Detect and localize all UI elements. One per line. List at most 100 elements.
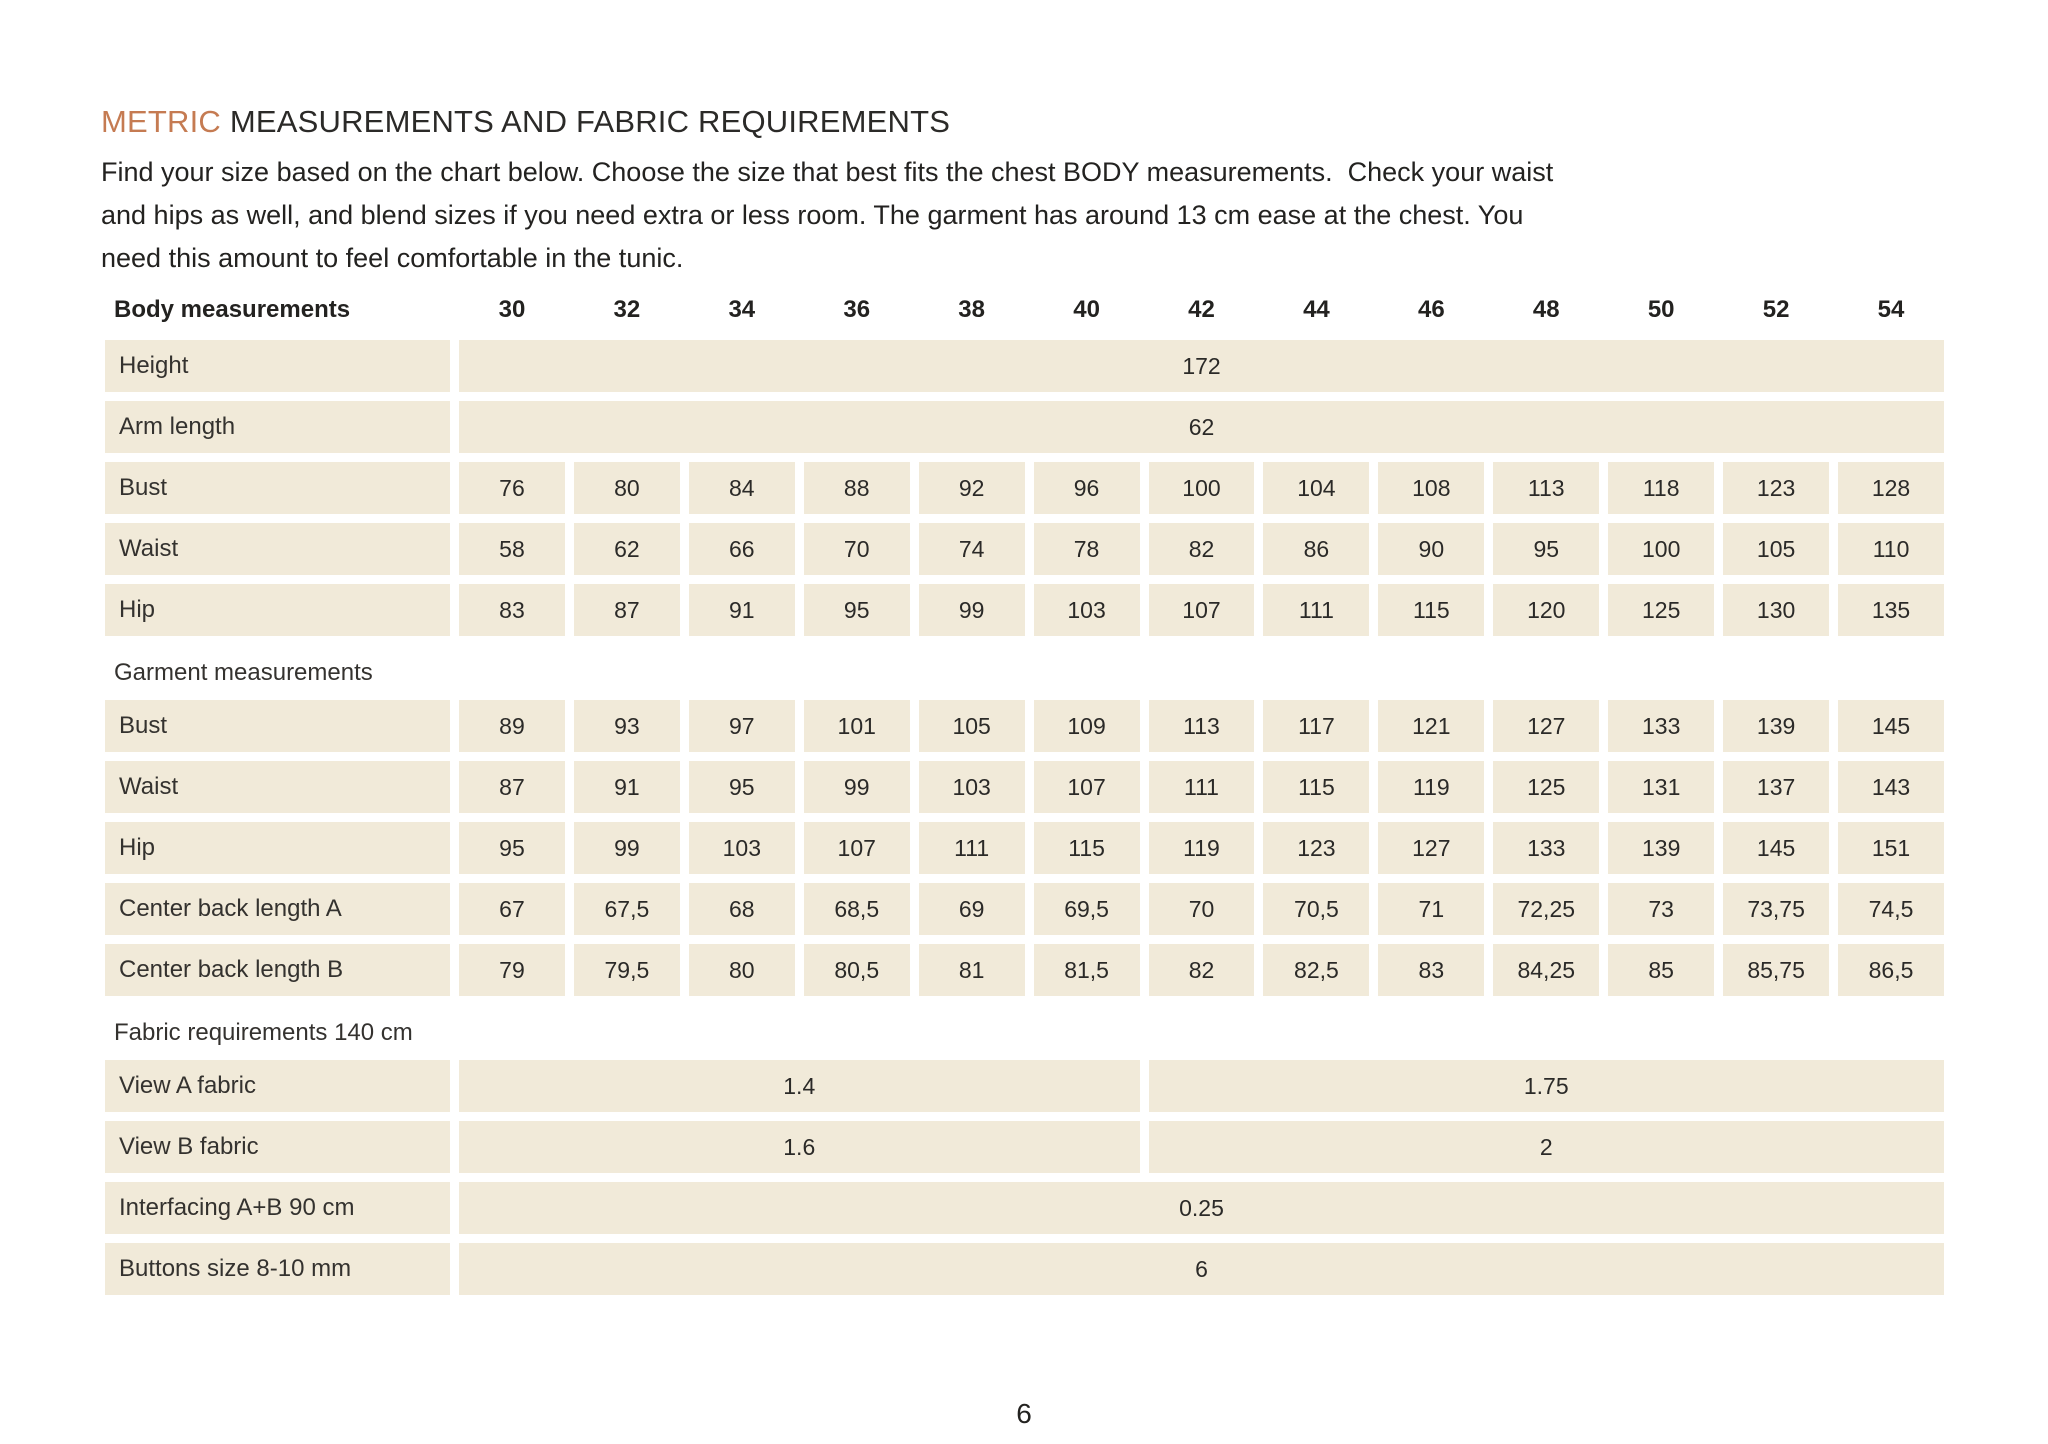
- value-cell-bust: 104: [1263, 462, 1370, 514]
- value-cell-hip: 107: [1148, 584, 1255, 636]
- value-cell-hip: 115: [1033, 822, 1140, 874]
- value-cell-hip: 111: [918, 822, 1025, 874]
- table-row-buttons-size-8-10-mm: Buttons size 8-10 mm 6: [105, 1243, 1944, 1295]
- table-row-bust: Bust 89 93 97 101 105 109 113 117 121 127 133 139 145: [105, 700, 1944, 752]
- intro-line-2: and hips as well, and blend sizes if you…: [101, 200, 1524, 230]
- table-row-view-a-fabric: View A fabric 1.4 1.75: [105, 1060, 1944, 1112]
- page-number: 6: [1016, 1398, 1032, 1429]
- value-cell-waist: 100: [1608, 523, 1715, 575]
- value-cell-center-back-length-a: 74,5: [1838, 883, 1944, 935]
- value-cell-center-back-length-a: 69,5: [1033, 883, 1140, 935]
- value-cell-hip: 87: [573, 584, 680, 636]
- table-row-center-back-length-a: Center back length A 67 67,5 68 68,5 69 69,5 70…: [105, 883, 1944, 935]
- value-cell-waist: 143: [1838, 761, 1944, 813]
- table-row-height: Height 172: [105, 340, 1944, 392]
- value-cell-center-back-length-a: 67,5: [573, 883, 680, 935]
- row-label-waist: Waist: [105, 761, 450, 813]
- size-column-header-36: 36: [843, 295, 871, 323]
- value-cell-waist: 105: [1723, 523, 1830, 575]
- merged-value-arm-length: 62: [459, 401, 1944, 453]
- value-cell-center-back-length-b: 85: [1608, 944, 1715, 996]
- page-title-rest: MEASUREMENTS AND FABRIC REQUIREMENTS: [229, 104, 951, 139]
- size-column-header-40: 40: [1073, 295, 1100, 323]
- value-cell-hip: 135: [1838, 584, 1944, 636]
- value-cell-bust: 108: [1378, 462, 1485, 514]
- value-cell-bust: 100: [1148, 462, 1255, 514]
- value-cell-waist: 87: [459, 761, 565, 813]
- value-cell-bust: 145: [1838, 700, 1944, 752]
- section-header-garment-measurements: Garment measurements: [114, 658, 373, 686]
- table-row-waist: Waist 58 62 66 70 74 78 82 86 90 95 100 105 110: [105, 523, 1944, 575]
- size-column-header-54: 54: [1877, 295, 1905, 323]
- value-cell-center-back-length-b: 84,25: [1493, 944, 1600, 996]
- row-label-bust: Bust: [105, 700, 450, 752]
- value-cell-waist: 58: [459, 523, 565, 575]
- row-label-interfacing-a-b-90-cm: Interfacing A+B 90 cm: [105, 1182, 450, 1234]
- value-cell-bust: 128: [1838, 462, 1944, 514]
- size-column-header-42: 42: [1188, 295, 1215, 323]
- value-cell-bust: 101: [803, 700, 910, 752]
- value-cell-bust: 93: [573, 700, 680, 752]
- value-cell-waist: 99: [803, 761, 910, 813]
- value-cell-center-back-length-b: 79: [459, 944, 565, 996]
- page-title: METRIC MEASUREMENTS AND FABRIC REQUIREME…: [101, 104, 950, 140]
- row-label-buttons-size-8-10-mm: Buttons size 8-10 mm: [105, 1243, 450, 1295]
- value-cell-bust: 96: [1033, 462, 1140, 514]
- value-cell-bust: 127: [1493, 700, 1600, 752]
- value-cell-bust: 113: [1493, 462, 1600, 514]
- value-cell-waist: 78: [1033, 523, 1140, 575]
- value-cell-waist: 107: [1033, 761, 1140, 813]
- value-cell-center-back-length-a: 68,5: [803, 883, 910, 935]
- value-cell-bust: 117: [1263, 700, 1370, 752]
- value-cell-center-back-length-b: 85,75: [1723, 944, 1830, 996]
- page-title-highlight: METRIC: [101, 104, 222, 139]
- value-cell-hip: 111: [1263, 584, 1370, 636]
- intro-paragraph: Find your size based on the chart below.…: [101, 151, 1553, 280]
- value-cell-bust: 89: [459, 700, 565, 752]
- value-cell-bust: 84: [688, 462, 795, 514]
- value-cell-center-back-length-a: 67: [459, 883, 565, 935]
- value-cell-center-back-length-a: 70: [1148, 883, 1255, 935]
- value-cell-bust: 92: [918, 462, 1025, 514]
- value-cell-center-back-length-b: 80: [688, 944, 795, 996]
- row-label-hip: Hip: [105, 822, 450, 874]
- merged-value-left-view-a-fabric: 1.4: [459, 1060, 1140, 1112]
- value-cell-waist: 131: [1608, 761, 1715, 813]
- value-cell-center-back-length-b: 82: [1148, 944, 1255, 996]
- value-cell-bust: 80: [573, 462, 680, 514]
- value-cell-waist: 82: [1148, 523, 1255, 575]
- value-cell-bust: 121: [1378, 700, 1485, 752]
- value-cell-hip: 123: [1263, 822, 1370, 874]
- value-cell-center-back-length-a: 72,25: [1493, 883, 1600, 935]
- value-cell-hip: 115: [1378, 584, 1485, 636]
- row-label-view-a-fabric: View A fabric: [105, 1060, 450, 1112]
- merged-value-left-view-b-fabric: 1.6: [459, 1121, 1140, 1173]
- row-label-arm-length: Arm length: [105, 401, 450, 453]
- value-cell-bust: 97: [688, 700, 795, 752]
- value-cell-center-back-length-a: 68: [688, 883, 795, 935]
- table-row-interfacing-a-b-90-cm: Interfacing A+B 90 cm 0.25: [105, 1182, 1944, 1234]
- merged-value-right-view-b-fabric: 2: [1148, 1121, 1944, 1173]
- row-label-height: Height: [105, 340, 450, 392]
- value-cell-center-back-length-b: 81,5: [1033, 944, 1140, 996]
- value-cell-waist: 62: [573, 523, 680, 575]
- value-cell-hip: 83: [459, 584, 565, 636]
- row-label-hip: Hip: [105, 584, 450, 636]
- table-row-bust: Bust 76 80 84 88 92 96 100 104 108 113 118 123 128: [105, 462, 1944, 514]
- table-row-center-back-length-b: Center back length B 79 79,5 80 80,5 81 81,5 82…: [105, 944, 1944, 996]
- value-cell-waist: 95: [1493, 523, 1600, 575]
- value-cell-hip: 91: [688, 584, 795, 636]
- value-cell-waist: 111: [1148, 761, 1255, 813]
- size-column-header-38: 38: [958, 295, 985, 323]
- row-label-center-back-length-b: Center back length B: [105, 944, 450, 996]
- value-cell-center-back-length-b: 81: [918, 944, 1025, 996]
- value-cell-waist: 115: [1263, 761, 1370, 813]
- size-chart-table: Body measurements 30 32 34 36 38 40 42 44 46 48 50 5…: [105, 288, 1944, 1304]
- value-cell-waist: 95: [688, 761, 795, 813]
- value-cell-bust: 113: [1148, 700, 1255, 752]
- size-column-header-30: 30: [498, 295, 526, 323]
- value-cell-waist: 86: [1263, 523, 1370, 575]
- merged-value-height: 172: [459, 340, 1944, 392]
- value-cell-hip: 103: [688, 822, 795, 874]
- value-cell-hip: 103: [1033, 584, 1140, 636]
